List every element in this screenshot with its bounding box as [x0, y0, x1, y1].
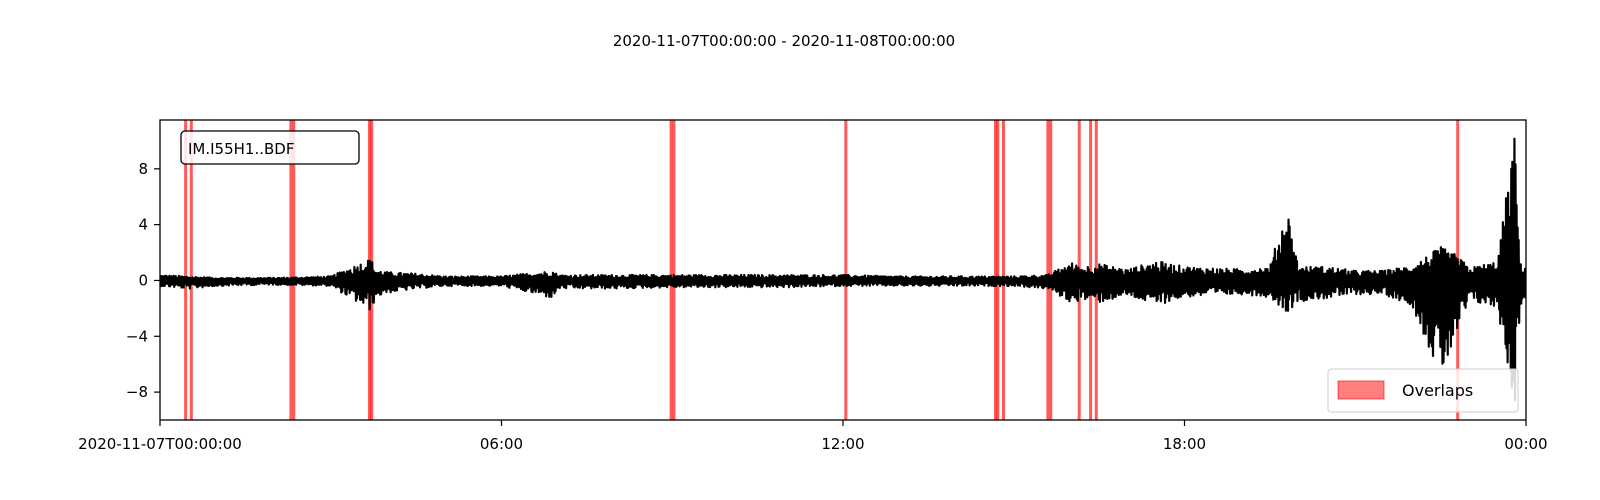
waveform-trace — [160, 137, 1526, 402]
y-tick-label: 0 — [138, 271, 148, 289]
waveform-line — [160, 137, 1526, 402]
y-tick-label: 4 — [138, 216, 148, 234]
y-axis: 8 4 0 −4 −8 — [126, 160, 160, 401]
y-tick-label: −4 — [126, 327, 148, 345]
x-axis: 2020-11-07T00:00:00 06:00 12:00 18:00 00:00 — [78, 420, 1548, 453]
x-tick-label: 00:00 — [1504, 435, 1547, 453]
x-tick-label: 2020-11-07T00:00:00 — [78, 435, 242, 453]
legend: Overlaps — [1327, 368, 1519, 413]
y-tick-label: 8 — [138, 160, 148, 178]
x-tick-label: 18:00 — [1163, 435, 1206, 453]
chart-title: 2020-11-07T00:00:00 - 2020-11-08T00:00:0… — [613, 32, 955, 50]
y-tick-label: −8 — [126, 383, 148, 401]
station-label: IM.I55H1..BDF — [188, 140, 294, 158]
legend-overlap-swatch — [1337, 380, 1385, 400]
station-label-box: IM.I55H1..BDF — [180, 130, 360, 165]
legend-label: Overlaps — [1402, 381, 1473, 400]
x-tick-label: 06:00 — [480, 435, 523, 453]
x-tick-label: 12:00 — [821, 435, 864, 453]
